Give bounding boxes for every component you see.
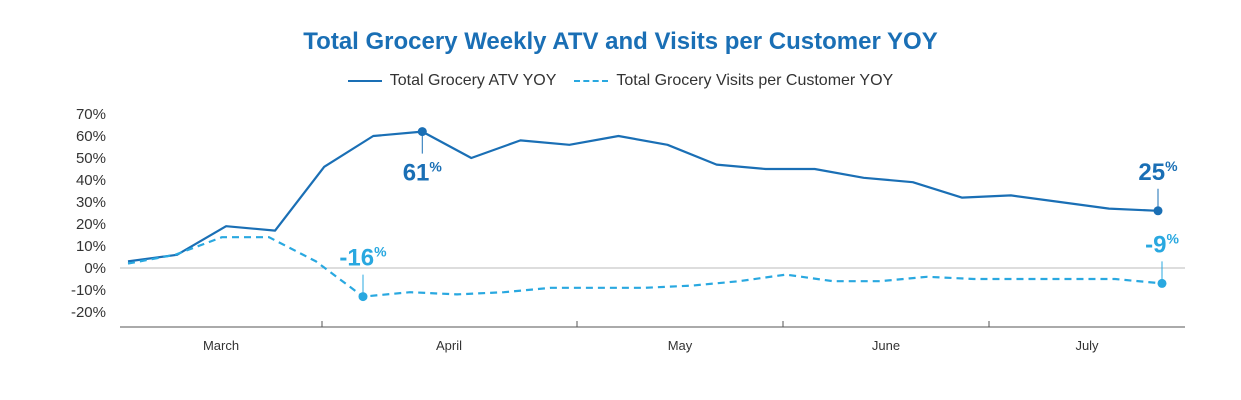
legend-label-visits: Total Grocery Visits per Customer YOY <box>616 72 894 89</box>
annotation-unit: % <box>1165 158 1178 174</box>
annotation-label: -16% <box>339 244 387 272</box>
annotation-unit: % <box>374 244 387 260</box>
visits-series-line <box>127 236 1163 298</box>
y-tick-label: 70% <box>76 106 106 123</box>
annotation-value: -16 <box>339 245 374 272</box>
x-month-label: May <box>668 338 693 353</box>
annotation-value: 61 <box>403 160 430 187</box>
legend: Total Grocery ATV YOY Total Grocery Visi… <box>0 72 1241 90</box>
annotation-label: -9% <box>1145 230 1179 258</box>
annotation-value: -9 <box>1145 231 1166 258</box>
y-tick-label: 20% <box>76 216 106 233</box>
legend-label-atv: Total Grocery ATV YOY <box>389 72 557 89</box>
legend-item-atv: Total Grocery ATV YOY <box>347 72 557 90</box>
annotation-unit: % <box>429 159 442 175</box>
x-month-label: June <box>872 338 900 353</box>
y-tick-label: -10% <box>71 282 106 299</box>
y-tick-label: 60% <box>76 128 106 145</box>
y-tick-label: 40% <box>76 172 106 189</box>
x-month-label: April <box>436 338 462 353</box>
legend-item-visits: Total Grocery Visits per Customer YOY <box>574 72 893 90</box>
y-tick-label: 50% <box>76 150 106 167</box>
y-tick-label: 30% <box>76 194 106 211</box>
annotation-unit: % <box>1166 230 1179 246</box>
atv-series-line <box>127 130 1159 263</box>
legend-swatch-dashed <box>574 80 609 82</box>
y-tick-label: 0% <box>84 260 106 277</box>
chart-title: Total Grocery Weekly ATV and Visits per … <box>303 28 938 55</box>
x-month-label: March <box>203 338 239 353</box>
y-tick-label: 10% <box>76 238 106 255</box>
y-tick-label: -20% <box>71 304 106 321</box>
annotation-value: 25 <box>1138 159 1165 186</box>
legend-swatch-solid <box>347 80 382 82</box>
annotation-label: 25% <box>1138 158 1178 186</box>
x-month-label: July <box>1075 338 1099 353</box>
annotation-label: 61% <box>403 159 443 187</box>
